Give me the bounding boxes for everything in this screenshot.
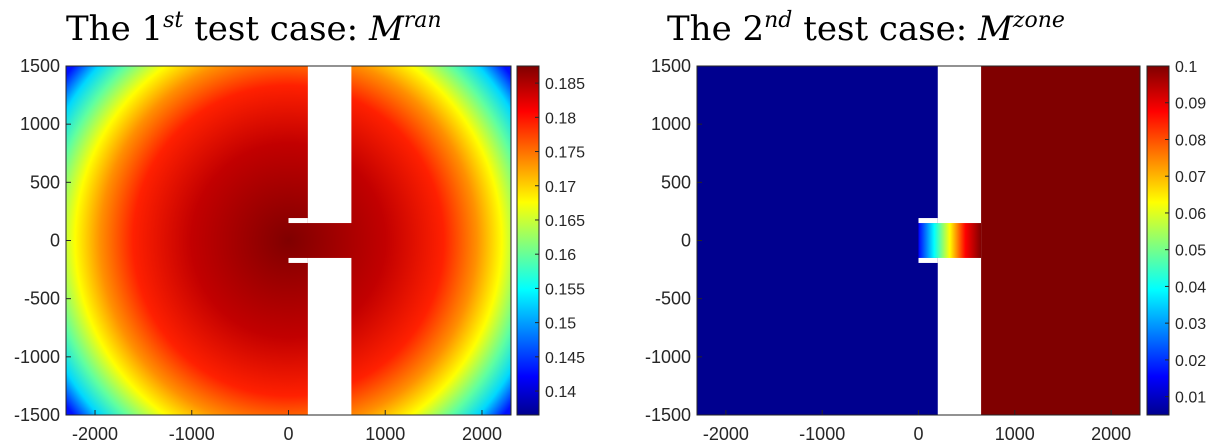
x-axis-1: -2000 -1000 0 1000 2000 (72, 410, 502, 444)
y-tick-label: -500 (24, 289, 60, 309)
heatmap-field-1 (66, 66, 511, 415)
x-tick-label: 1000 (365, 424, 405, 444)
colorbar-tick-label: 0.03 (1175, 316, 1206, 333)
colorbar-ticks-2: 0.1 0.09 0.08 0.07 0.06 0.05 0.04 0.03 0.02 0.01 (1165, 59, 1206, 407)
colorbar-tick-label: 0.1 (1175, 59, 1197, 76)
colorbar-tick-label: 0.09 (1175, 96, 1206, 113)
colorbar-tick-label: 0.01 (1175, 390, 1206, 407)
x-tick-label: 0 (913, 424, 923, 444)
colorbar-2 (1146, 65, 1170, 416)
y-tick-label: 1500 (651, 56, 691, 76)
y-axis-1: 1500 1000 500 0 -500 -1000 -1500 (14, 56, 71, 425)
chart-title-2: The 2nd test case: Mzone (667, 8, 1065, 49)
x-tick-label: 1000 (995, 424, 1035, 444)
x-tick-label: -1000 (799, 424, 845, 444)
colorbar-tick-label: 0.15 (545, 316, 576, 333)
colorbar-tick-label: 0.185 (545, 76, 585, 93)
colorbar-tick-label: 0.165 (545, 213, 585, 230)
y-tick-label: 0 (681, 231, 691, 251)
colorbar-tick-label: 0.06 (1175, 206, 1206, 223)
colorbar-tick-label: 0.17 (545, 179, 576, 196)
zone-left (697, 66, 938, 415)
colorbar-ticks-1: 0.185 0.18 0.175 0.17 0.165 0.16 0.155 0.15 0.14… (535, 76, 585, 401)
zone-right (981, 66, 1140, 415)
y-tick-label: 500 (661, 172, 691, 192)
colorbar-tick-label: 0.14 (545, 384, 576, 401)
colorbar-tick-label: 0.155 (545, 281, 585, 298)
x-tick-label: 2000 (1091, 424, 1131, 444)
y-tick-label: 1500 (20, 56, 60, 76)
chart-title-1: The 1st test case: Mran (66, 8, 442, 49)
x-tick-label: -1000 (169, 424, 215, 444)
panel-2: The 2nd test case: Mzone 1500 1000 500 0 -50… (645, 8, 1206, 444)
y-tick-label: -500 (655, 289, 691, 309)
colorbar-tick-label: 0.04 (1175, 279, 1206, 296)
colorbar-tick-label: 0.05 (1175, 243, 1206, 260)
y-tick-label: -1500 (14, 405, 60, 425)
y-tick-label: -1000 (14, 347, 60, 367)
colorbar-tick-label: 0.175 (545, 145, 585, 162)
y-tick-label: 1000 (20, 114, 60, 134)
colorbar-1 (516, 65, 540, 416)
y-tick-label: -1500 (645, 405, 691, 425)
y-tick-label: -1000 (645, 347, 691, 367)
x-axis-2: -2000 -1000 0 1000 2000 (703, 410, 1131, 444)
y-tick-label: 0 (50, 231, 60, 251)
colorbar-tick-label: 0.02 (1175, 353, 1206, 370)
colorbar-tick-label: 0.18 (545, 110, 576, 127)
x-tick-label: -2000 (72, 424, 118, 444)
colorbar-tick-label: 0.145 (545, 350, 585, 367)
y-axis-2: 1500 1000 500 0 -500 -1000 -1500 (645, 56, 702, 425)
x-tick-label: 2000 (462, 424, 502, 444)
colorbar-tick-label: 0.08 (1175, 132, 1206, 149)
heatmap-field-2 (697, 66, 1140, 415)
colorbar-tick-label: 0.16 (545, 247, 576, 264)
channel-gradient (918, 223, 982, 258)
panel-1: The 1st test case: Mran 1500 1000 500 0 -500… (14, 8, 585, 444)
x-tick-label: -2000 (703, 424, 749, 444)
colorbar-tick-label: 0.07 (1175, 169, 1206, 186)
x-tick-label: 0 (283, 424, 293, 444)
y-tick-label: 500 (30, 172, 60, 192)
y-tick-label: 1000 (651, 114, 691, 134)
